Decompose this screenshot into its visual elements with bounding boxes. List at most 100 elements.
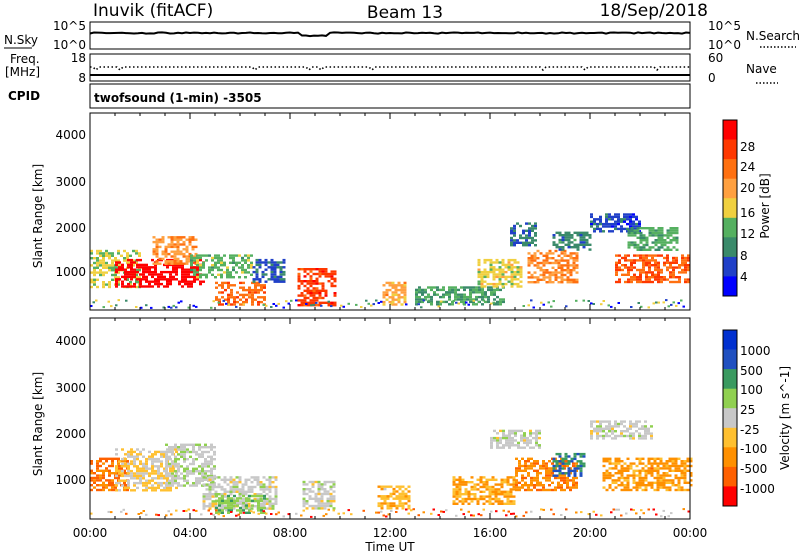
velocity-cell bbox=[308, 495, 312, 498]
power-cell bbox=[560, 273, 564, 277]
velocity-cell bbox=[271, 505, 275, 508]
power-cell bbox=[102, 306, 105, 309]
power-cell bbox=[139, 258, 142, 262]
power-cell bbox=[148, 270, 151, 274]
power-cell bbox=[220, 264, 223, 267]
velocity-cell bbox=[482, 476, 486, 479]
velocity-cell bbox=[617, 457, 621, 460]
velocity-cell bbox=[271, 481, 275, 484]
power-cell bbox=[484, 295, 487, 299]
power-cell bbox=[111, 269, 114, 272]
velocity-cell bbox=[579, 452, 583, 456]
velocity-cell bbox=[230, 499, 233, 502]
velocity-cell bbox=[674, 469, 678, 472]
velocity-cell bbox=[380, 485, 384, 488]
velocity-cell bbox=[542, 464, 545, 468]
power-cell bbox=[626, 227, 629, 231]
velocity-cell bbox=[689, 484, 693, 487]
velocity-cell bbox=[617, 425, 620, 428]
power-cell bbox=[227, 300, 230, 304]
velocity-cell bbox=[205, 497, 209, 501]
power-cell bbox=[492, 266, 496, 269]
velocity-cell bbox=[326, 502, 330, 505]
velocity-cell bbox=[262, 485, 266, 489]
velocity-cell bbox=[99, 488, 102, 492]
power-cell bbox=[230, 293, 233, 297]
velocity-cell bbox=[497, 500, 501, 503]
power-cell bbox=[145, 278, 148, 281]
velocity-cell bbox=[506, 502, 510, 505]
power-cell bbox=[126, 257, 129, 260]
power-cell bbox=[623, 218, 626, 221]
velocity-cell bbox=[274, 502, 278, 505]
power-cell bbox=[624, 273, 627, 276]
velocity-cell bbox=[323, 504, 327, 508]
velocity-cell bbox=[582, 452, 586, 456]
velocity-cell bbox=[192, 470, 195, 473]
power-cell bbox=[651, 241, 655, 244]
power-cell bbox=[636, 278, 639, 281]
power-cell bbox=[539, 266, 543, 269]
power-cell bbox=[163, 285, 166, 288]
power-cell bbox=[551, 281, 555, 284]
power-cell bbox=[400, 296, 404, 299]
power-cell bbox=[657, 254, 660, 257]
power-cell bbox=[160, 273, 163, 276]
power-cell bbox=[633, 276, 636, 279]
velocity-cell bbox=[145, 460, 148, 463]
power-cell bbox=[522, 305, 525, 307]
velocity-cell bbox=[250, 488, 254, 491]
velocity-cell bbox=[521, 486, 524, 489]
power-cell bbox=[582, 246, 586, 249]
velocity-cell bbox=[532, 432, 535, 435]
velocity-cell bbox=[317, 480, 321, 484]
velocity-cell bbox=[250, 507, 254, 510]
power-cell bbox=[118, 278, 121, 281]
power-cell bbox=[684, 261, 687, 264]
power-cell bbox=[579, 231, 583, 234]
power-cell bbox=[657, 246, 661, 249]
power-cell bbox=[211, 259, 214, 262]
power-cell bbox=[507, 258, 511, 262]
power-cell bbox=[666, 261, 669, 264]
power-cell bbox=[229, 254, 232, 257]
velocity-cell bbox=[235, 481, 239, 484]
power-cell bbox=[95, 299, 98, 302]
power-cell bbox=[499, 288, 502, 292]
power-cell bbox=[642, 259, 645, 262]
velocity-cell bbox=[515, 457, 518, 460]
velocity-cell bbox=[145, 465, 148, 468]
velocity-cell bbox=[473, 497, 477, 501]
power-cell bbox=[477, 263, 481, 267]
velocity-cell bbox=[635, 469, 639, 472]
velocity-cell bbox=[575, 462, 578, 465]
power-cell bbox=[188, 238, 192, 241]
power-cell bbox=[382, 300, 386, 304]
power-cell bbox=[155, 260, 159, 263]
velocity-cell bbox=[160, 455, 163, 458]
velocity-cell bbox=[536, 474, 539, 477]
velocity-cell bbox=[238, 476, 242, 479]
power-cell bbox=[108, 285, 111, 289]
power-cell bbox=[199, 264, 202, 267]
velocity-cell bbox=[668, 474, 672, 477]
power-cell bbox=[510, 282, 514, 286]
power-cell bbox=[560, 271, 564, 274]
power-cell bbox=[454, 293, 457, 296]
power-cell bbox=[330, 305, 333, 308]
velocity-cell bbox=[511, 444, 514, 447]
power-cell bbox=[675, 236, 679, 239]
power-cell bbox=[199, 276, 202, 279]
power-cell bbox=[139, 282, 142, 286]
velocity-cell bbox=[320, 495, 324, 498]
velocity-cell bbox=[464, 500, 468, 503]
velocity-cell bbox=[535, 434, 538, 437]
velocity-cell bbox=[656, 462, 660, 465]
power-cell bbox=[270, 263, 274, 267]
velocity-cell bbox=[455, 514, 458, 517]
power-cell bbox=[202, 273, 205, 276]
power-cell bbox=[233, 296, 236, 299]
velocity-cell bbox=[389, 504, 393, 508]
power-cell bbox=[309, 275, 313, 278]
velocity-cell bbox=[511, 439, 514, 442]
